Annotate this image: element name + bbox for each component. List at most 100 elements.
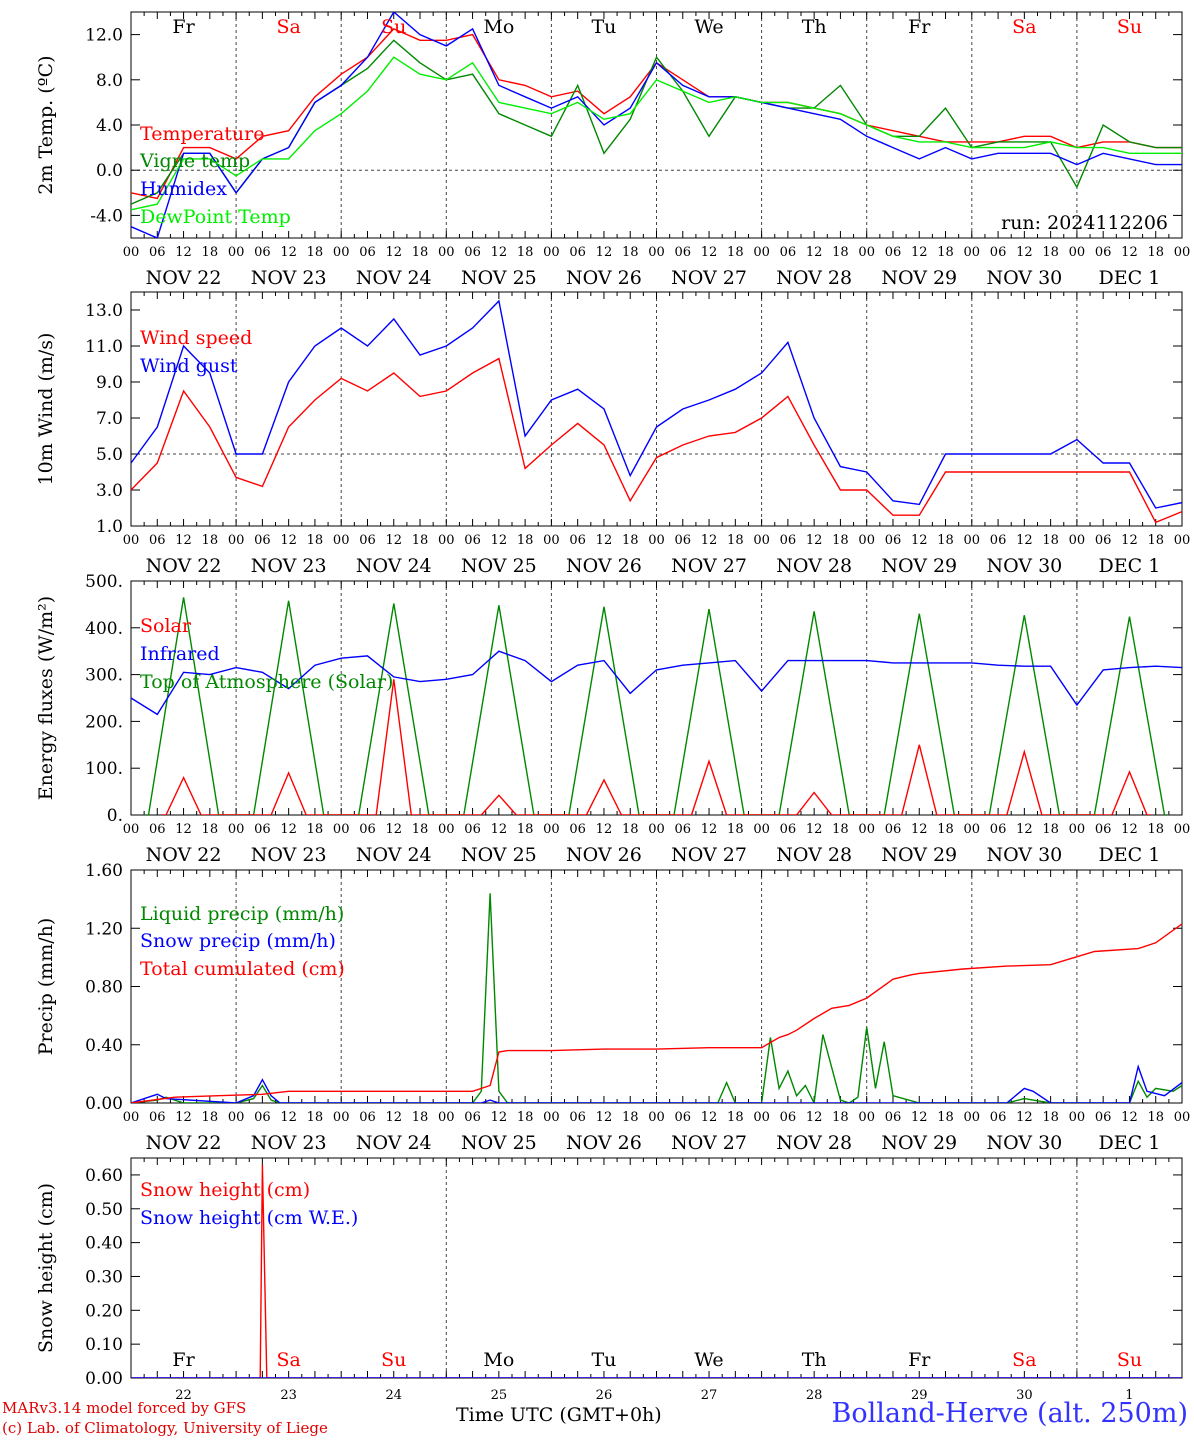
hour-tick-label: 18 (202, 533, 219, 548)
date-label: NOV 30 (986, 267, 1062, 289)
x-axis-label: Time UTC (GMT+0h) (456, 1404, 662, 1426)
hour-tick-label: 18 (1042, 822, 1059, 837)
hour-tick-label: 18 (1147, 245, 1164, 260)
legend-entry: Temperature (140, 123, 264, 145)
weekday-label: Mo (483, 1349, 514, 1371)
hour-tick-label: 18 (517, 533, 534, 548)
date-label: NOV 24 (356, 1132, 432, 1154)
day-number-label: 1 (1125, 1388, 1133, 1400)
legend-entry: Infrared (140, 643, 220, 665)
hour-tick-label: 00 (1069, 533, 1086, 548)
weekday-label: Su (1117, 16, 1142, 38)
hour-tick-label: 06 (569, 1110, 586, 1125)
hour-tick-label: 12 (1016, 533, 1033, 548)
y-tick-label: 0.80 (85, 978, 123, 998)
hour-tick-label: 18 (1042, 533, 1059, 548)
series-line-snow-height-cm- (131, 1164, 1182, 1378)
hour-tick-label: 12 (280, 533, 297, 548)
date-label: NOV 22 (146, 267, 222, 289)
hour-tick-label: 12 (385, 822, 402, 837)
hour-tick-label: 18 (937, 533, 954, 548)
date-label: DEC 1 (1099, 555, 1161, 577)
hour-tick-label: 00 (1069, 245, 1086, 260)
weekday-label: Su (381, 1349, 406, 1371)
hour-tick-label: 06 (359, 245, 376, 260)
day-number-label: 25 (491, 1388, 508, 1400)
hour-tick-label: 00 (1174, 1110, 1191, 1125)
hour-tick-label: 12 (1121, 822, 1138, 837)
day-number-label: 23 (280, 1388, 297, 1400)
hour-tick-label: 00 (858, 533, 875, 548)
weekday-label: We (694, 16, 723, 38)
legend-entry: Total cumulated (cm) (140, 958, 345, 980)
hour-tick-label: 12 (911, 533, 928, 548)
hour-tick-label: 00 (858, 1110, 875, 1125)
date-label: NOV 25 (461, 267, 537, 289)
y-tick-label: 0. (107, 806, 123, 826)
hour-tick-label: 12 (806, 1110, 823, 1125)
hour-tick-label: 06 (464, 245, 481, 260)
hour-tick-label: 06 (990, 822, 1007, 837)
series-group (131, 1164, 1182, 1378)
hour-tick-label: 18 (832, 245, 849, 260)
series-line-snow-precip-mm-h- (131, 1064, 1182, 1103)
date-label: NOV 27 (671, 844, 747, 866)
hour-tick-label: 12 (701, 533, 718, 548)
y-tick-label: 3.0 (96, 481, 123, 501)
hour-tick-label: 12 (596, 1110, 613, 1125)
date-label: NOV 27 (671, 1132, 747, 1154)
date-label: NOV 28 (776, 555, 852, 577)
hour-tick-label: 12 (1121, 533, 1138, 548)
y-tick-label: 0.60 (85, 1166, 123, 1186)
legend-entry: Humidex (140, 178, 227, 200)
weekday-label: Su (1117, 1349, 1142, 1371)
legend-entry: Solar (140, 615, 192, 637)
hour-tick-label: 00 (858, 245, 875, 260)
hour-tick-label: 00 (1174, 822, 1191, 837)
hour-tick-label: 06 (149, 533, 166, 548)
panel-2: 1.0 3.0 5.0 7.0 9.0 11.0 13.0 10m Wind (m/s) Win… (35, 291, 1191, 577)
date-label: NOV 30 (986, 1132, 1062, 1154)
hour-tick-label: 12 (596, 245, 613, 260)
day-number-label: 29 (911, 1388, 928, 1400)
y-tick-label: 7.0 (96, 409, 123, 429)
hour-tick-label: 00 (543, 1110, 560, 1125)
date-label: NOV 27 (671, 555, 747, 577)
weekday-label: Fr (908, 1349, 931, 1371)
hour-tick-label: 06 (780, 1110, 797, 1125)
hour-tick-label: 18 (202, 822, 219, 837)
legend-entry: DewPoint Temp (140, 206, 291, 228)
y-tick-label: 0.40 (85, 1234, 123, 1254)
series-line-total-cumulated-cm- (131, 923, 1182, 1103)
hour-tick-label: 18 (412, 1110, 429, 1125)
hour-tick-label: 06 (885, 245, 902, 260)
hour-tick-label: 00 (1174, 533, 1191, 548)
hour-tick-label: 12 (701, 1110, 718, 1125)
y-tick-label: 0.00 (85, 1094, 123, 1114)
hour-tick-label: 18 (937, 822, 954, 837)
hour-tick-label: 06 (149, 822, 166, 837)
hour-tick-label: 00 (228, 822, 245, 837)
date-label: NOV 22 (146, 1132, 222, 1154)
date-label: NOV 26 (566, 267, 642, 289)
legend-entry: Wind speed (140, 327, 252, 349)
hour-tick-label: 18 (1147, 533, 1164, 548)
y-tick-label: 0.40 (85, 1036, 123, 1056)
hour-tick-label: 18 (307, 533, 324, 548)
day-number-label: 27 (701, 1388, 718, 1400)
station-name: Bolland-Herve (alt. 250m) (831, 1398, 1188, 1429)
hour-tick-label: 06 (569, 245, 586, 260)
y-tick-label: 300. (85, 666, 123, 686)
weekday-label: Tu (591, 1349, 616, 1371)
hour-tick-label: 12 (911, 822, 928, 837)
y-tick-label: 5.0 (96, 445, 123, 465)
panel-5: 0.00 0.10 0.20 0.30 0.40 0.50 0.60 Snow height … (35, 1157, 1183, 1400)
hour-tick-label: 12 (175, 533, 192, 548)
hour-tick-label: 12 (491, 822, 508, 837)
hour-tick-label: 06 (1095, 1110, 1112, 1125)
hour-tick-label: 18 (517, 245, 534, 260)
hour-tick-label: 12 (385, 245, 402, 260)
hour-tick-label: 06 (254, 533, 271, 548)
hour-tick-label: 12 (701, 822, 718, 837)
hour-tick-label: 06 (464, 1110, 481, 1125)
